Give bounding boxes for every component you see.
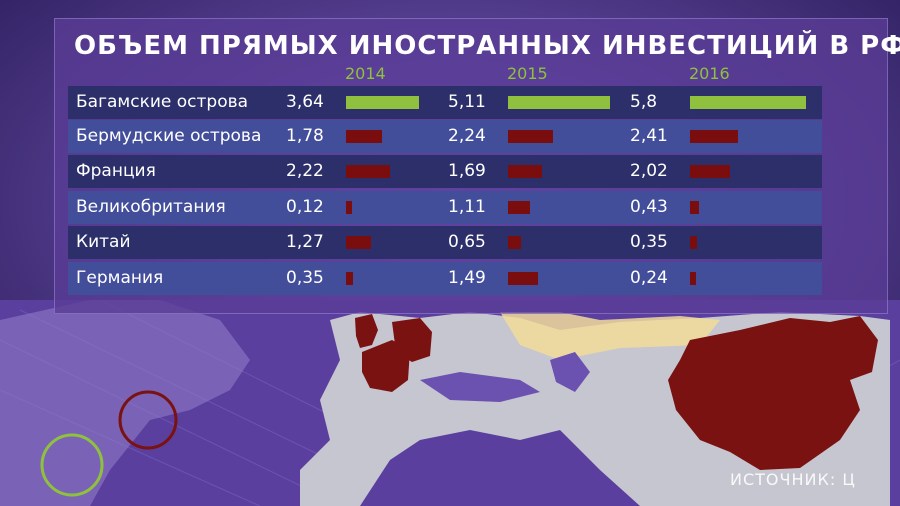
table-row: Великобритания 0,12 1,11 0,43 — [68, 191, 822, 224]
value-label-2015: 2,24 — [448, 126, 486, 146]
bermuda-circle — [118, 390, 178, 450]
value-label-2016: 2,02 — [630, 161, 668, 181]
table-row: Бермудские острова 1,78 2,24 2,41 — [68, 120, 822, 153]
value-label-2015: 1,69 — [448, 161, 486, 181]
country-label: Великобритания — [76, 197, 226, 217]
value-bar-2015 — [508, 165, 542, 178]
year-label-2014: 2014 — [345, 64, 386, 83]
country-label: Бермудские острова — [76, 126, 262, 146]
table-row: Багамские острова 3,64 5,11 5,8 — [68, 86, 822, 119]
value-bar-2016 — [690, 165, 730, 178]
value-label-2014: 3,64 — [286, 92, 324, 112]
table-row: Франция 2,22 1,69 2,02 — [68, 155, 822, 188]
table-row: Китай 1,27 0,65 0,35 — [68, 226, 822, 259]
value-label-2016: 0,24 — [630, 268, 668, 288]
value-label-2015: 0,65 — [448, 232, 486, 252]
value-label-2015: 1,11 — [448, 197, 486, 217]
value-label-2014: 1,78 — [286, 126, 324, 146]
bahamas-circle — [40, 433, 104, 497]
value-bar-2016 — [690, 96, 806, 109]
value-bar-2015 — [508, 201, 530, 214]
value-label-2016: 5,8 — [630, 92, 658, 112]
value-label-2014: 0,12 — [286, 197, 324, 217]
value-label-2016: 0,35 — [630, 232, 668, 252]
value-bar-2015 — [508, 130, 553, 143]
china-highlight — [668, 316, 878, 470]
country-label: Китай — [76, 232, 131, 252]
value-bar-2014 — [346, 165, 390, 178]
value-label-2015: 5,11 — [448, 92, 486, 112]
value-bar-2015 — [508, 272, 538, 285]
country-label: Багамские острова — [76, 92, 249, 112]
value-label-2014: 2,22 — [286, 161, 324, 181]
value-bar-2014 — [346, 272, 353, 285]
value-label-2014: 1,27 — [286, 232, 324, 252]
value-bar-2015 — [508, 236, 521, 249]
country-label: Франция — [76, 161, 156, 181]
value-label-2016: 0,43 — [630, 197, 668, 217]
value-bar-2016 — [690, 236, 697, 249]
country-label: Германия — [76, 268, 164, 288]
value-bar-2014 — [346, 130, 382, 143]
value-label-2014: 0,35 — [286, 268, 324, 288]
uk-highlight — [355, 314, 378, 348]
source-label: ИСТОЧНИК: Ц — [730, 470, 856, 489]
value-bar-2014 — [346, 201, 352, 214]
value-label-2015: 1,49 — [448, 268, 486, 288]
value-bar-2016 — [690, 272, 696, 285]
value-bar-2014 — [346, 236, 371, 249]
value-bar-2014 — [346, 96, 419, 109]
value-bar-2015 — [508, 96, 610, 109]
year-label-2015: 2015 — [507, 64, 548, 83]
value-bar-2016 — [690, 130, 738, 143]
germany-highlight — [392, 318, 432, 362]
chart-title: ОБЪЕМ ПРЯМЫХ ИНОСТРАННЫХ ИНВЕСТИЦИЙ В РФ — [74, 31, 900, 61]
value-label-2016: 2,41 — [630, 126, 668, 146]
year-label-2016: 2016 — [689, 64, 730, 83]
table-row: Германия 0,35 1,49 0,24 — [68, 262, 822, 295]
value-bar-2016 — [690, 201, 699, 214]
